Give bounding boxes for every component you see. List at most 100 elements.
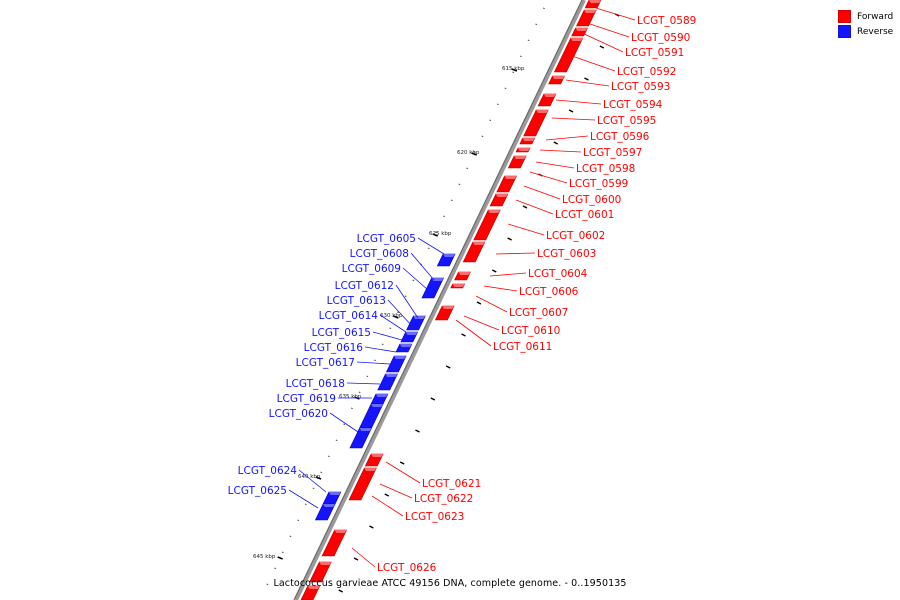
- reverse-gene-block-highlight: [385, 374, 398, 377]
- scale-tick-label: 630 kbp: [380, 313, 403, 319]
- forward-gene-label[interactable]: LCGT_0600: [562, 194, 621, 206]
- label-leader-line: [551, 117, 596, 121]
- major-tick: [432, 233, 438, 237]
- forward-gene-label[interactable]: LCGT_0591: [625, 47, 684, 59]
- forward-gene-label[interactable]: LCGT_0589: [637, 15, 696, 27]
- forward-gene-label[interactable]: LCGT_0603: [537, 248, 596, 260]
- forward-gene-block-highlight: [589, 0, 601, 3]
- label-leader-line: [395, 284, 419, 319]
- reverse-gene-block-highlight: [443, 254, 456, 257]
- reverse-gene-block-highlight: [413, 316, 426, 319]
- scale-tick-label: 640 kbp: [298, 474, 321, 480]
- minor-tick: [366, 375, 369, 378]
- minor-tick: [374, 359, 376, 362]
- reverse-gene-label[interactable]: LCGT_0618: [286, 378, 345, 390]
- forward-gene-block-highlight: [552, 76, 565, 79]
- reverse-gene-label[interactable]: LCGT_0624: [238, 465, 298, 477]
- genome-backbone: [293, 0, 586, 600]
- minor-tick: [542, 7, 545, 10]
- forward-gene-block-highlight: [458, 272, 471, 275]
- minor-tick: [553, 141, 559, 145]
- reverse-gene-block-highlight: [375, 394, 388, 397]
- forward-gene-block-highlight: [522, 138, 535, 141]
- minor-tick: [430, 397, 436, 401]
- reverse-gene-block-highlight: [371, 404, 384, 407]
- label-leader-line: [539, 149, 582, 153]
- forward-gene-label[interactable]: LCGT_0602: [546, 230, 605, 242]
- forward-gene-label[interactable]: LCGT_0626: [377, 562, 437, 574]
- reverse-gene-label[interactable]: LCGT_0617: [296, 357, 355, 369]
- forward-gene-block: [496, 175, 517, 193]
- minor-tick: [358, 391, 361, 394]
- minor-tick: [397, 311, 399, 314]
- major-tick: [277, 556, 283, 560]
- minor-tick: [458, 183, 461, 186]
- forward-gene-block: [309, 561, 332, 583]
- forward-gene-label[interactable]: LCGT_0597: [583, 147, 642, 159]
- forward-gene-label[interactable]: LCGT_0622: [414, 493, 473, 505]
- forward-gene-label[interactable]: LCGT_0598: [576, 163, 635, 175]
- forward-gene-label[interactable]: LCGT_0595: [597, 115, 656, 127]
- reverse-gene-label[interactable]: LCGT_0615: [312, 327, 371, 339]
- forward-gene-label[interactable]: LCGT_0599: [569, 178, 628, 190]
- reverse-gene-label[interactable]: LCGT_0625: [228, 485, 287, 497]
- forward-gene-block: [462, 241, 486, 263]
- forward-gene-block-highlight: [442, 306, 455, 309]
- label-leader-line: [387, 299, 413, 327]
- forward-gene-label[interactable]: LCGT_0596: [590, 131, 650, 143]
- forward-gene-label[interactable]: LCGT_0604: [528, 268, 588, 280]
- reverse-gene-block: [421, 277, 445, 299]
- minor-tick: [599, 45, 605, 49]
- reverse-gene-label[interactable]: LCGT_0612: [335, 280, 394, 292]
- reverse-gene-label[interactable]: LCGT_0609: [342, 263, 401, 275]
- reverse-gene-label[interactable]: LCGT_0605: [357, 233, 416, 245]
- forward-gene-block-highlight: [334, 530, 347, 533]
- forward-gene-label[interactable]: LCGT_0607: [509, 307, 568, 319]
- gene-labels: LCGT_0589 LCGT_0590 LCGT_0591 LCGT_0592 LCGT…: [228, 7, 696, 574]
- legend-label-reverse: Reverse: [857, 26, 894, 37]
- legend-swatch-forward: [838, 10, 851, 23]
- forward-gene-label[interactable]: LCGT_0606: [519, 286, 579, 298]
- minor-tick: [335, 439, 338, 442]
- label-leader-line: [372, 331, 403, 341]
- minor-tick: [399, 461, 405, 465]
- label-leader-line: [298, 469, 327, 493]
- forward-gene-block-highlight: [504, 176, 517, 179]
- forward-gene-block-highlight: [472, 242, 485, 245]
- reverse-gene-label[interactable]: LCGT_0619: [277, 393, 336, 405]
- forward-gene-block: [519, 137, 536, 145]
- minor-tick: [519, 55, 522, 58]
- reverse-gene-block: [377, 373, 398, 391]
- forward-gene-label[interactable]: LCGT_0601: [555, 209, 614, 221]
- forward-gene-label[interactable]: LCGT_0611: [493, 341, 552, 353]
- reverse-gene-label[interactable]: LCGT_0616: [304, 342, 364, 354]
- label-leader-line: [475, 295, 508, 313]
- forward-gene-label[interactable]: LCGT_0592: [617, 66, 676, 78]
- forward-gene-label[interactable]: LCGT_0593: [611, 81, 670, 93]
- forward-gene-label[interactable]: LCGT_0610: [501, 325, 560, 337]
- forward-gene-block: [576, 9, 597, 27]
- minor-tick: [389, 327, 392, 330]
- forward-gene-label[interactable]: LCGT_0594: [603, 99, 663, 111]
- reverse-gene-label[interactable]: LCGT_0614: [319, 310, 379, 322]
- forward-gene-block: [507, 155, 527, 169]
- forward-gene-block: [364, 453, 384, 467]
- minor-tick: [466, 167, 469, 170]
- forward-gene-label[interactable]: LCGT_0590: [631, 32, 690, 44]
- minor-tick: [443, 215, 446, 218]
- minor-tick: [320, 471, 323, 474]
- forward-gene-label[interactable]: LCGT_0623: [405, 511, 464, 523]
- reverse-gene-label[interactable]: LCGT_0620: [269, 408, 328, 420]
- forward-gene-block-highlight: [514, 156, 527, 159]
- reverse-gene-label[interactable]: LCGT_0608: [350, 248, 409, 260]
- reverse-gene-block-highlight: [359, 428, 372, 431]
- forward-gene-label[interactable]: LCGT_0621: [422, 478, 481, 490]
- minor-tick: [281, 551, 284, 554]
- label-leader-line: [455, 319, 492, 347]
- label-leader-line: [410, 252, 435, 281]
- reverse-gene-label[interactable]: LCGT_0613: [327, 295, 386, 307]
- forward-gene-block: [450, 283, 466, 289]
- minor-tick: [343, 423, 346, 426]
- reverse-gene-block-highlight: [394, 356, 407, 359]
- minor-tick: [450, 199, 453, 202]
